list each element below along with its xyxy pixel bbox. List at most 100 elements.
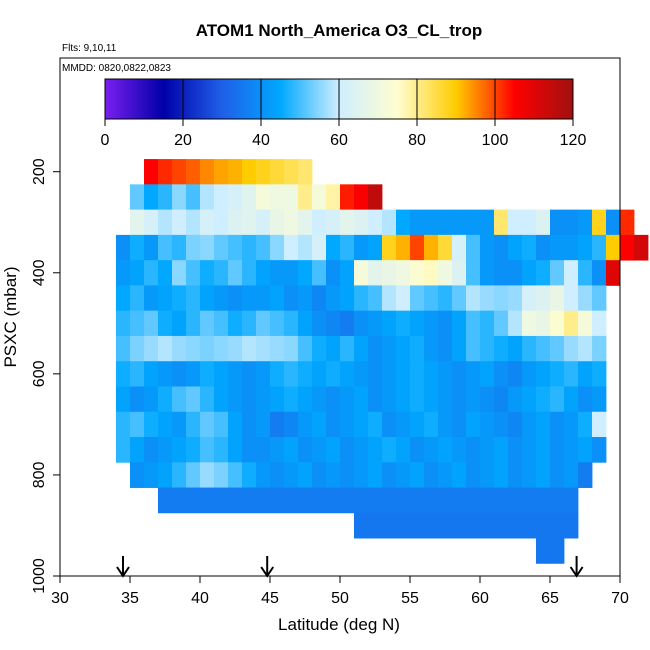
heatmap-cell bbox=[326, 335, 341, 362]
heatmap-cell bbox=[340, 234, 355, 261]
heatmap-cell bbox=[242, 260, 257, 286]
heatmap-cell bbox=[186, 335, 201, 362]
heatmap-cell bbox=[228, 462, 243, 488]
heatmap-cell bbox=[452, 462, 467, 488]
heatmap-cell bbox=[270, 184, 285, 211]
heatmap-cell bbox=[452, 487, 467, 514]
heatmap-cell bbox=[480, 285, 495, 312]
heatmap-cell bbox=[550, 361, 565, 387]
x-axis-label: Latitude (deg N) bbox=[278, 615, 400, 634]
heatmap-cell bbox=[480, 512, 495, 539]
heatmap-cell bbox=[284, 335, 299, 362]
heatmap-cell bbox=[144, 159, 159, 185]
heatmap-cell bbox=[158, 462, 173, 488]
heatmap-cell bbox=[564, 310, 579, 337]
heatmap-cell bbox=[452, 209, 467, 236]
heatmap-cell bbox=[368, 260, 383, 286]
heatmap-cell bbox=[242, 462, 257, 488]
heatmap-cell bbox=[522, 462, 537, 488]
heatmap-cell bbox=[396, 234, 411, 261]
heatmap-cell bbox=[242, 184, 257, 211]
heatmap-cell bbox=[130, 184, 145, 211]
heatmap-cell bbox=[116, 285, 131, 312]
heatmap-cell bbox=[522, 361, 537, 387]
heatmap-cell bbox=[298, 487, 313, 514]
heatmap-cell bbox=[396, 462, 411, 488]
heatmap-cell bbox=[284, 209, 299, 236]
heatmap-cell bbox=[116, 335, 131, 362]
heatmap-cell bbox=[242, 487, 257, 514]
heatmap-cell bbox=[242, 335, 257, 362]
heatmap-cell bbox=[578, 462, 593, 488]
heatmap-cell bbox=[312, 361, 327, 387]
y-axis-label: PSXC (mbar) bbox=[1, 266, 20, 367]
heatmap-cell bbox=[186, 159, 201, 185]
heatmap-cell bbox=[284, 159, 299, 185]
heatmap-cell bbox=[228, 386, 243, 413]
heatmap-cell bbox=[438, 386, 453, 413]
heatmap-cell bbox=[480, 361, 495, 387]
heatmap-cell bbox=[186, 310, 201, 337]
heatmap-cell bbox=[284, 285, 299, 312]
heatmap-cell bbox=[228, 260, 243, 286]
heatmap-cell bbox=[480, 209, 495, 236]
heatmap-cell bbox=[410, 411, 425, 438]
heatmap-cell bbox=[256, 234, 271, 261]
x-tick-label: 55 bbox=[401, 590, 419, 607]
heatmap-cell bbox=[242, 310, 257, 337]
heatmap-cell bbox=[466, 487, 481, 514]
heatmap-cell bbox=[214, 234, 229, 261]
heatmap-cell bbox=[158, 335, 173, 362]
colorbar-tick-label: 120 bbox=[560, 132, 587, 149]
heatmap-cell bbox=[242, 411, 257, 438]
heatmap-cell bbox=[578, 386, 593, 413]
heatmap-cell bbox=[326, 361, 341, 387]
heatmap-cell bbox=[592, 411, 607, 438]
heatmap-cell bbox=[508, 487, 523, 514]
heatmap-cell bbox=[508, 310, 523, 337]
heatmap-cell bbox=[578, 260, 593, 286]
heatmap-cell bbox=[410, 310, 425, 337]
heatmap-cell bbox=[340, 386, 355, 413]
heatmap-cell bbox=[130, 411, 145, 438]
heatmap-cell bbox=[368, 310, 383, 337]
heatmap-cell bbox=[368, 411, 383, 438]
heatmap-cell bbox=[340, 310, 355, 337]
heatmap-cell bbox=[536, 411, 551, 438]
heatmap-cell bbox=[270, 159, 285, 185]
heatmap-cell bbox=[326, 184, 341, 211]
arrow-down-icon bbox=[116, 556, 130, 578]
heatmap-cell bbox=[382, 335, 397, 362]
heatmap-cell bbox=[242, 285, 257, 312]
heatmap-cell bbox=[466, 462, 481, 488]
heatmap-cell bbox=[116, 386, 131, 413]
heatmap-cell bbox=[340, 487, 355, 514]
heatmap-cell bbox=[312, 487, 327, 514]
heatmap-cell bbox=[494, 260, 509, 286]
heatmap-cell bbox=[312, 209, 327, 236]
heatmap-cell bbox=[382, 487, 397, 514]
heatmap-cell bbox=[340, 411, 355, 438]
heatmap-cell bbox=[438, 310, 453, 337]
heatmap-cell bbox=[242, 209, 257, 236]
heatmap-cell bbox=[368, 512, 383, 539]
heatmap-cell bbox=[522, 487, 537, 514]
heatmap-cell bbox=[480, 310, 495, 337]
heatmap-cell bbox=[396, 411, 411, 438]
heatmap-cell bbox=[298, 260, 313, 286]
heatmap-cell bbox=[522, 411, 537, 438]
heatmap-cell bbox=[186, 260, 201, 286]
heatmap-cell bbox=[172, 462, 187, 488]
heatmap-cell bbox=[228, 411, 243, 438]
heatmap-cell bbox=[312, 386, 327, 413]
heatmap-cell bbox=[200, 159, 215, 185]
heatmap-cell bbox=[172, 234, 187, 261]
heatmap-cell bbox=[326, 310, 341, 337]
heatmap-cell bbox=[382, 361, 397, 387]
heatmap-cell bbox=[452, 512, 467, 539]
heatmap-cell bbox=[172, 260, 187, 286]
heatmap-cell bbox=[186, 437, 201, 463]
heatmap-cell bbox=[256, 310, 271, 337]
heatmap-cell bbox=[116, 411, 131, 438]
heatmap-cell bbox=[508, 260, 523, 286]
